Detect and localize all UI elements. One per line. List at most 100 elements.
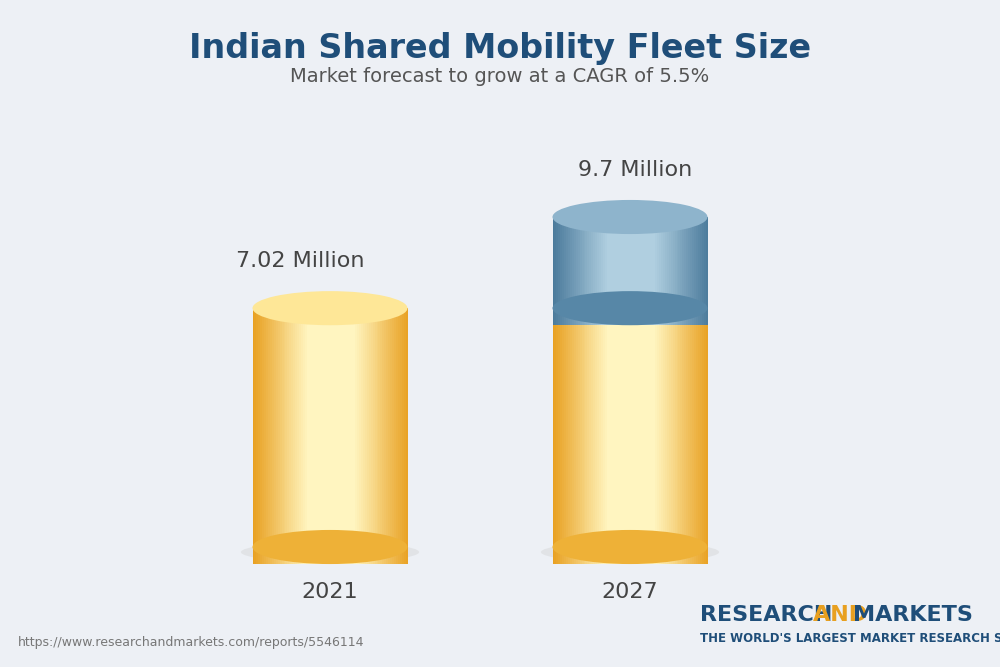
Bar bbox=[556, 217, 558, 325]
Ellipse shape bbox=[552, 530, 708, 564]
Bar bbox=[582, 217, 584, 325]
Bar bbox=[620, 308, 622, 564]
Bar bbox=[614, 308, 616, 564]
Bar bbox=[682, 308, 684, 564]
Bar bbox=[690, 217, 692, 325]
Bar bbox=[280, 308, 282, 564]
Bar bbox=[406, 308, 408, 564]
Bar bbox=[694, 217, 696, 325]
Bar bbox=[655, 308, 657, 564]
Bar bbox=[696, 308, 698, 564]
Bar bbox=[649, 217, 651, 325]
Bar bbox=[616, 217, 618, 325]
Bar bbox=[585, 217, 587, 325]
Bar bbox=[556, 308, 558, 564]
Bar bbox=[582, 308, 584, 564]
Bar bbox=[332, 308, 334, 564]
Bar bbox=[260, 308, 262, 564]
Bar bbox=[570, 308, 572, 564]
Bar bbox=[576, 217, 578, 325]
Bar bbox=[642, 217, 644, 325]
Bar bbox=[696, 217, 698, 325]
Bar bbox=[642, 308, 644, 564]
Bar bbox=[634, 217, 636, 325]
Bar bbox=[346, 308, 347, 564]
Bar bbox=[607, 308, 609, 564]
Bar bbox=[282, 308, 284, 564]
Bar bbox=[692, 308, 694, 564]
Bar bbox=[698, 308, 700, 564]
Ellipse shape bbox=[541, 542, 719, 562]
Bar bbox=[667, 217, 669, 325]
Bar bbox=[355, 308, 357, 564]
Bar bbox=[628, 308, 630, 564]
Bar bbox=[361, 308, 363, 564]
Bar bbox=[585, 308, 587, 564]
Bar bbox=[618, 217, 620, 325]
Bar bbox=[580, 217, 582, 325]
Bar bbox=[694, 308, 696, 564]
Bar bbox=[684, 308, 686, 564]
Bar bbox=[659, 308, 661, 564]
Bar bbox=[673, 217, 675, 325]
Bar bbox=[603, 308, 605, 564]
Text: 7.02 Million: 7.02 Million bbox=[236, 251, 364, 271]
Bar bbox=[353, 308, 355, 564]
Bar bbox=[276, 308, 278, 564]
Bar bbox=[270, 308, 272, 564]
Bar bbox=[342, 308, 344, 564]
Text: Indian Shared Mobility Fleet Size: Indian Shared Mobility Fleet Size bbox=[189, 32, 811, 65]
Bar bbox=[609, 217, 611, 325]
Bar bbox=[316, 308, 318, 564]
Bar bbox=[351, 308, 353, 564]
Bar bbox=[562, 308, 564, 564]
Bar bbox=[646, 308, 647, 564]
Bar bbox=[278, 308, 280, 564]
Bar bbox=[690, 308, 692, 564]
Bar bbox=[622, 308, 624, 564]
Bar bbox=[659, 217, 661, 325]
Bar bbox=[404, 308, 406, 564]
Bar bbox=[262, 308, 264, 564]
Bar bbox=[632, 217, 634, 325]
Bar bbox=[371, 308, 373, 564]
Bar bbox=[390, 308, 392, 564]
Bar bbox=[587, 308, 589, 564]
Bar bbox=[357, 308, 359, 564]
Bar bbox=[578, 217, 580, 325]
Bar bbox=[702, 217, 704, 325]
Bar bbox=[624, 217, 626, 325]
Bar bbox=[599, 308, 601, 564]
Bar bbox=[682, 217, 684, 325]
Bar bbox=[678, 308, 680, 564]
Bar bbox=[632, 308, 634, 564]
Bar bbox=[330, 308, 332, 564]
Bar bbox=[616, 308, 618, 564]
Bar bbox=[700, 308, 702, 564]
Bar bbox=[680, 217, 682, 325]
Bar bbox=[293, 308, 295, 564]
Bar bbox=[638, 308, 640, 564]
Bar bbox=[338, 308, 340, 564]
Bar bbox=[595, 308, 597, 564]
Bar bbox=[676, 308, 678, 564]
Bar bbox=[359, 308, 361, 564]
Bar bbox=[376, 308, 378, 564]
Bar bbox=[676, 217, 678, 325]
Bar bbox=[626, 308, 628, 564]
Bar bbox=[653, 217, 655, 325]
Bar bbox=[274, 308, 276, 564]
Ellipse shape bbox=[552, 291, 708, 325]
Bar bbox=[344, 308, 346, 564]
Bar bbox=[303, 308, 305, 564]
Bar bbox=[328, 308, 330, 564]
Bar bbox=[386, 308, 388, 564]
Bar bbox=[297, 308, 299, 564]
Text: THE WORLD'S LARGEST MARKET RESEARCH STORE: THE WORLD'S LARGEST MARKET RESEARCH STOR… bbox=[700, 632, 1000, 646]
Bar bbox=[647, 308, 649, 564]
Bar bbox=[320, 308, 322, 564]
Bar bbox=[388, 308, 390, 564]
Bar bbox=[669, 308, 671, 564]
Bar bbox=[675, 217, 676, 325]
Bar bbox=[299, 308, 301, 564]
